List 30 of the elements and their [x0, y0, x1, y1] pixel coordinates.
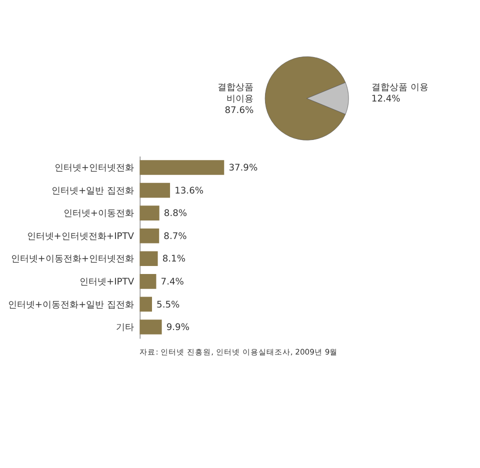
- y-tick-label: 인터넷+IPTV: [79, 277, 135, 288]
- pie-slice: [264, 56, 346, 140]
- y-tick-label: 인터넷+이동전화+일반 집전화: [8, 300, 134, 310]
- bar: [140, 251, 158, 266]
- data-label: 7.4%: [160, 277, 184, 288]
- y-tick-label: 기타: [116, 323, 134, 334]
- data-label: 13.6%: [174, 186, 204, 196]
- data-label: 12.4%: [371, 94, 401, 104]
- data-label: 87.6%: [224, 106, 254, 116]
- slice-label: 결합상품 이용: [371, 83, 428, 94]
- bar: [140, 182, 170, 198]
- data-label: 8.8%: [164, 209, 188, 220]
- data-label: 8.1%: [162, 254, 186, 265]
- data-label: 5.5%: [156, 300, 180, 310]
- data-label: 37.9%: [228, 164, 258, 174]
- y-tick-label: 인터넷+이동전화: [63, 209, 134, 220]
- bar: [140, 274, 156, 289]
- bar: [140, 228, 160, 244]
- slice-label: 결합상품 비이용: [218, 83, 254, 104]
- y-tick-label: 인터넷+인터넷전화+IPTV: [26, 232, 135, 242]
- y-tick-label: 인터넷+인터넷전화: [54, 164, 134, 174]
- data-label: 8.7%: [164, 232, 188, 242]
- y-tick-label: 인터넷+일반 집전화: [52, 186, 134, 196]
- y-tick-label: 인터넷+이동전화+인터넷전화: [10, 254, 134, 265]
- bar: [140, 160, 224, 175]
- data-label: 9.9%: [166, 323, 190, 334]
- bar: [140, 320, 162, 334]
- bar: [140, 206, 160, 220]
- text: 자료: 인터넷 진흥원, 인터넷 이용실태조사, 2009년 9월: [140, 347, 338, 356]
- bar: [140, 296, 152, 312]
